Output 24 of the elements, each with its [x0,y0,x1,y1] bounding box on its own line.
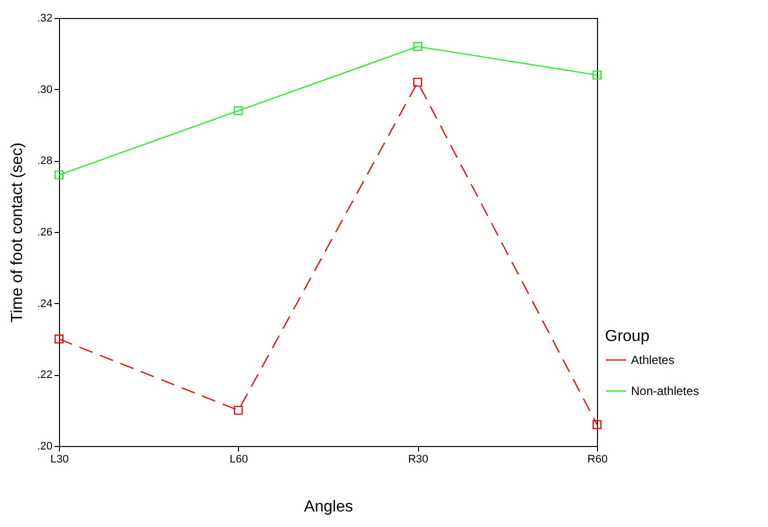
y-axis-title: Time of foot contact (sec) [9,142,26,322]
legend-label: Athletes [631,353,674,367]
point [234,106,243,116]
point [592,420,602,430]
y-tick-label: .30 [37,84,52,96]
y-tick-label: .20 [37,440,52,452]
x-tick-label: R30 [408,454,428,466]
point [54,334,64,344]
y-tick-label: .28 [37,155,52,168]
y-tick-label: .26 [37,226,52,238]
point [592,70,602,80]
x-tick-label: L60 [230,454,248,466]
x-tick-label: R60 [587,454,608,466]
y-tick-label: .32 [37,12,52,24]
point [413,42,422,52]
x-axis-title: Angles [304,498,353,516]
y-tick-label: .22 [37,369,52,382]
y-tick-label: .24 [37,298,52,310]
x-tick-label: L30 [50,454,69,466]
legend-title: Group [605,328,650,345]
legend-label: Non-athletes [631,384,700,398]
point [54,170,64,180]
point [234,406,243,415]
point [413,78,422,87]
